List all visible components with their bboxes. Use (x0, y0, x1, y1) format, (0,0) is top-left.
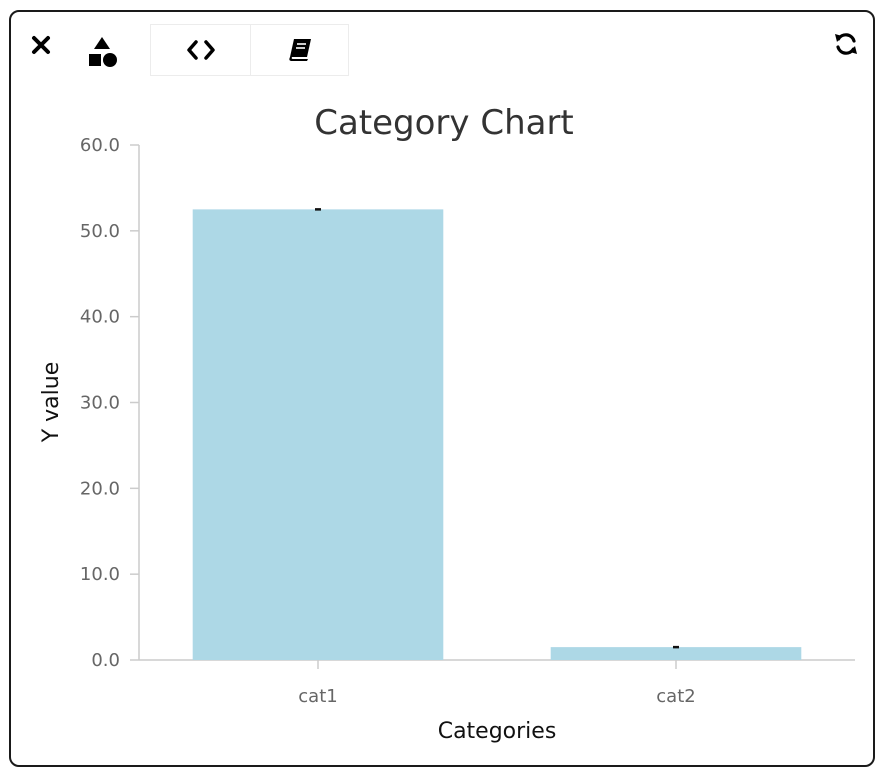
close-icon (32, 36, 50, 54)
tab-code[interactable] (150, 24, 251, 76)
refresh-icon (835, 33, 857, 55)
chart-title: Category Chart (314, 103, 574, 143)
y-tick-label: 30.0 (80, 393, 120, 414)
x-axis: cat1 cat2 (139, 659, 855, 707)
bars (192, 208, 802, 660)
y-tick-label: 60.0 (80, 135, 120, 156)
bar-cat1 (192, 209, 444, 660)
shapes-icon (89, 37, 117, 67)
y-tick-label: 40.0 (80, 307, 120, 328)
x-tick-label: cat1 (298, 686, 337, 707)
y-tick-label: 50.0 (80, 221, 120, 242)
y-tick-label: 0.0 (91, 650, 120, 671)
y-tick-label: 10.0 (80, 564, 120, 585)
shapes-button[interactable] (80, 30, 124, 74)
book-icon (288, 39, 311, 61)
y-axis-label: Y value (39, 362, 64, 444)
tab-docs[interactable] (250, 24, 349, 76)
y-axis: 0.0 10.0 20.0 30.0 40.0 50.0 60.0 (80, 135, 140, 671)
close-button[interactable] (28, 32, 54, 58)
y-tick-label: 20.0 (80, 478, 120, 499)
x-axis-label: Categories (438, 719, 557, 744)
x-tick-label: cat2 (656, 686, 695, 707)
code-icon (186, 40, 215, 60)
refresh-button[interactable] (830, 28, 862, 60)
bar-cat2 (550, 647, 802, 660)
